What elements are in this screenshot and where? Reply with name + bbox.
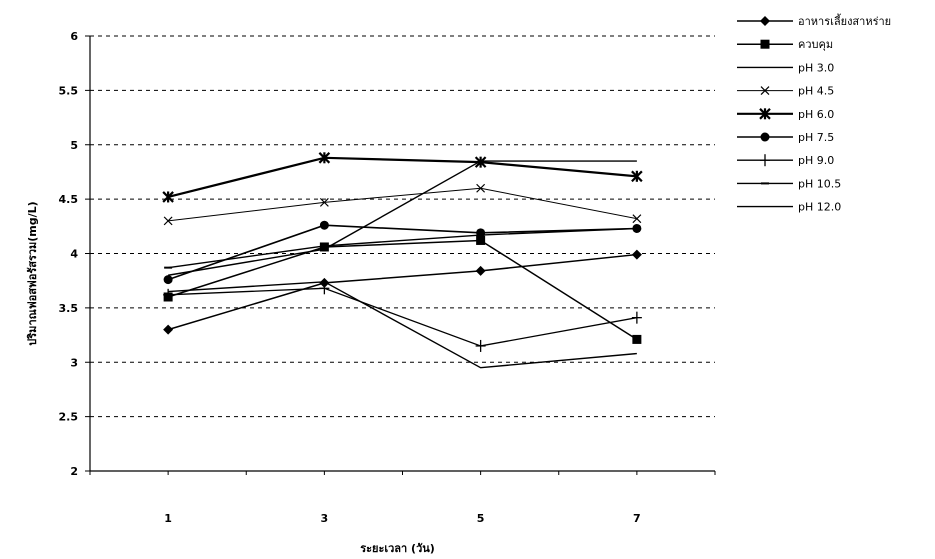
series-line-5 [167,224,637,281]
data-point [319,282,330,295]
data-point [476,235,486,245]
data-point [163,324,174,335]
series-line-2 [168,160,637,276]
x-axis-title: ระยะเวลา (วัน) [360,542,435,555]
legend-label: pH 10.5 [798,177,841,190]
data-point [475,265,486,276]
marker-square [760,39,770,49]
legend-label: pH 6.0 [798,108,834,121]
legend-marker-5 [760,132,770,142]
x-tick-label: 3 [321,512,329,525]
series-line-6 [168,287,637,347]
data-point [163,288,174,301]
marker-circle [163,275,173,285]
legend-marker-0 [760,16,770,26]
data-point [162,191,174,203]
y-tick-label: 2.5 [59,411,79,424]
legend-label: pH 12.0 [798,201,841,214]
legend-label: pH 4.5 [798,85,834,98]
legend-marker-4 [759,108,771,120]
marker-x [476,183,486,193]
legend-label: ควบคุม [798,38,833,51]
marker-x [163,216,173,226]
legend-marker-3 [760,86,770,96]
y-tick-label: 5 [70,139,78,152]
data-point [163,216,173,226]
marker-circle [760,132,770,142]
marker-diamond [631,249,642,260]
data-point [163,275,173,285]
marker-square [476,235,486,245]
marker-x [632,214,642,224]
legend-label: อาหารเลี้ยงสาหร่าย [798,13,891,28]
data-point [475,339,486,352]
marker-square [319,242,329,252]
series-line-7 [168,227,637,269]
data-point [474,156,487,168]
marker-diamond [163,324,174,335]
legend-label: pH 9.0 [798,154,834,167]
x-tick-label: 5 [477,512,485,525]
series-line-8 [168,281,637,369]
data-point [631,311,642,324]
data-point [631,249,642,260]
data-point [318,152,331,164]
series-line-4 [167,156,637,199]
marker-diamond [760,16,770,26]
data-point [476,183,486,193]
legend-label: pH 3.0 [798,61,834,74]
y-tick-label: 3.5 [59,302,79,315]
legend-marker-6 [760,154,770,167]
data-point [632,214,642,224]
data-point [631,170,643,183]
legend-marker-1 [760,39,770,49]
data-point [632,334,642,344]
y-axis-title: ปริมาณฟอสฟอรัสรวม(mg/L) [26,201,39,345]
data-point [319,242,329,252]
x-tick-label: 7 [633,512,641,525]
marker-x [319,197,329,207]
y-tick-label: 4.5 [59,193,79,206]
series-line-0 [167,253,637,331]
y-tick-label: 5.5 [59,84,79,97]
x-tick-label: 1 [164,512,172,525]
y-tick-label: 3 [70,356,78,369]
series-line-1 [167,239,638,341]
marker-circle [319,220,329,230]
marker-x [760,86,770,96]
series-line-3 [168,187,637,222]
y-tick-label: 6 [70,30,78,43]
data-point [319,220,329,230]
data-point [319,197,329,207]
legend-label: pH 7.5 [798,131,834,144]
marker-square [632,334,642,344]
y-tick-label: 4 [70,248,78,261]
y-tick-label: 2 [70,465,78,478]
marker-diamond [475,265,486,276]
